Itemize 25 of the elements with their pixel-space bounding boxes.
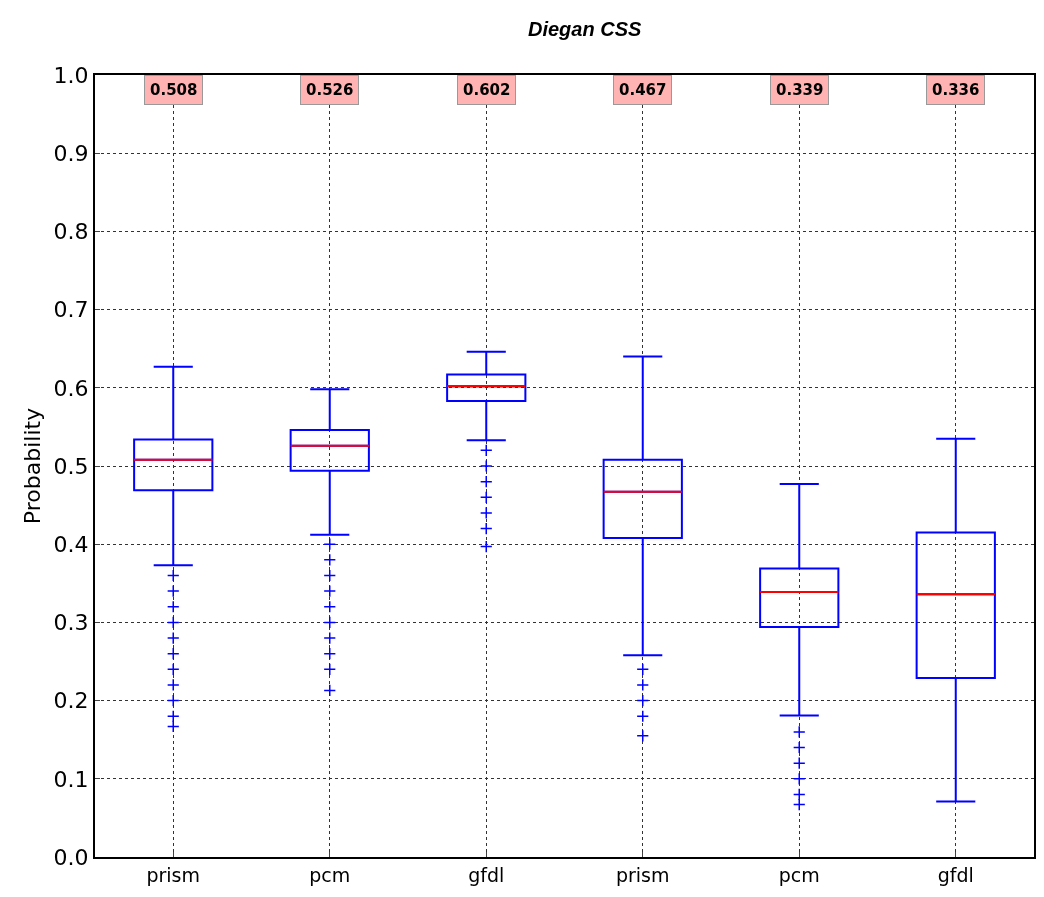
y-tick-label: 0.5 (53, 453, 89, 479)
annotation: 0.508 (150, 81, 198, 99)
x-tick-label: pcm (778, 863, 820, 886)
y-tick-label: 0.7 (53, 297, 89, 323)
chart-title: Diegan CSS (527, 18, 642, 41)
x-tick-label: pcm (309, 863, 351, 886)
y-tick-label: 1.0 (53, 62, 89, 88)
annotation: 0.526 (306, 81, 354, 99)
y-tick-label: 0.3 (53, 610, 89, 636)
annotation: 0.339 (776, 81, 824, 99)
annotation: 0.602 (463, 81, 511, 99)
y-tick-label: 0.9 (53, 140, 89, 166)
annotation: 0.336 (932, 81, 980, 99)
y-axis-title: Probability (20, 407, 45, 525)
y-tick-label: 0.0 (53, 844, 89, 870)
y-tick-label: 0.4 (53, 531, 89, 557)
x-tick-label: gfdl (468, 863, 505, 886)
annotation: 0.467 (619, 81, 667, 99)
x-tick-label: gfdl (937, 863, 974, 886)
x-tick-label: prism (146, 863, 201, 886)
x-tick-label: prism (615, 863, 670, 886)
y-tick-label: 0.1 (53, 766, 89, 792)
y-tick-label: 0.2 (53, 688, 89, 714)
y-tick-label: 0.8 (53, 219, 89, 245)
y-tick-label: 0.6 (53, 375, 89, 401)
